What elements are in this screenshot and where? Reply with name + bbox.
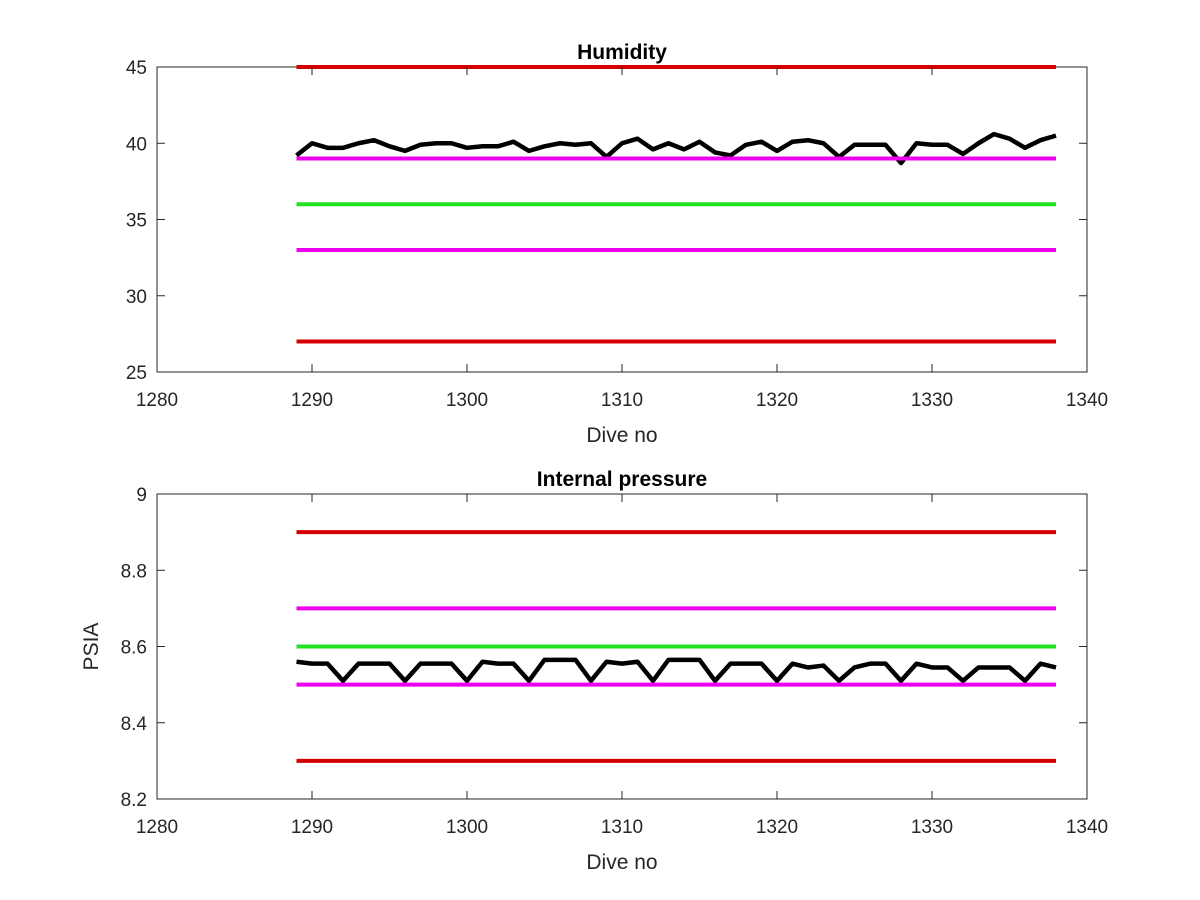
humidity-chart: 1280 1290 1300 1310 1320 1330 1340 25 30 35 40 45 Hu… (126, 41, 1108, 447)
y-tick-label: 8.2 (121, 790, 147, 811)
y-axis-label: PSIA (80, 623, 103, 671)
data-series-line (296, 657, 1057, 684)
x-tick-label: 1300 (446, 817, 488, 838)
x-tick-label: 1290 (291, 390, 333, 411)
x-tick-label: 1330 (911, 817, 953, 838)
x-tick-label: 1280 (136, 817, 178, 838)
x-tick-label: 1280 (136, 390, 178, 411)
x-tick-label: 1340 (1066, 390, 1108, 411)
y-tick-label: 8.6 (121, 638, 147, 659)
x-tick-label: 1310 (601, 390, 643, 411)
y-tick-label: 8.8 (121, 561, 147, 582)
data-series-line (295, 131, 1057, 166)
x-tick-label: 1330 (911, 390, 953, 411)
chart-title: Humidity (577, 41, 667, 64)
x-tick-label: 1300 (446, 390, 488, 411)
x-axis-label: Dive no (586, 851, 657, 874)
x-tick-label: 1320 (756, 817, 798, 838)
x-tick-label: 1310 (601, 817, 643, 838)
x-axis-label: Dive no (586, 424, 657, 447)
x-tick-label: 1320 (756, 390, 798, 411)
y-tick-label: 9 (136, 485, 147, 506)
y-tick-label: 45 (126, 58, 147, 79)
y-tick-label: 30 (126, 287, 147, 308)
y-tick-label: 40 (126, 134, 147, 155)
axes-box (156, 66, 1088, 373)
y-tick-label: 35 (126, 211, 147, 232)
y-tick-label: 8.4 (121, 714, 148, 735)
x-tick-label: 1290 (291, 817, 333, 838)
x-tick-label: 1340 (1066, 817, 1108, 838)
internal-pressure-chart: 1280 1290 1300 1310 1320 1330 1340 8.2 8.4 8.6 8.8… (80, 468, 1108, 874)
chart-title: Internal pressure (537, 468, 707, 491)
y-tick-label: 25 (126, 363, 147, 384)
